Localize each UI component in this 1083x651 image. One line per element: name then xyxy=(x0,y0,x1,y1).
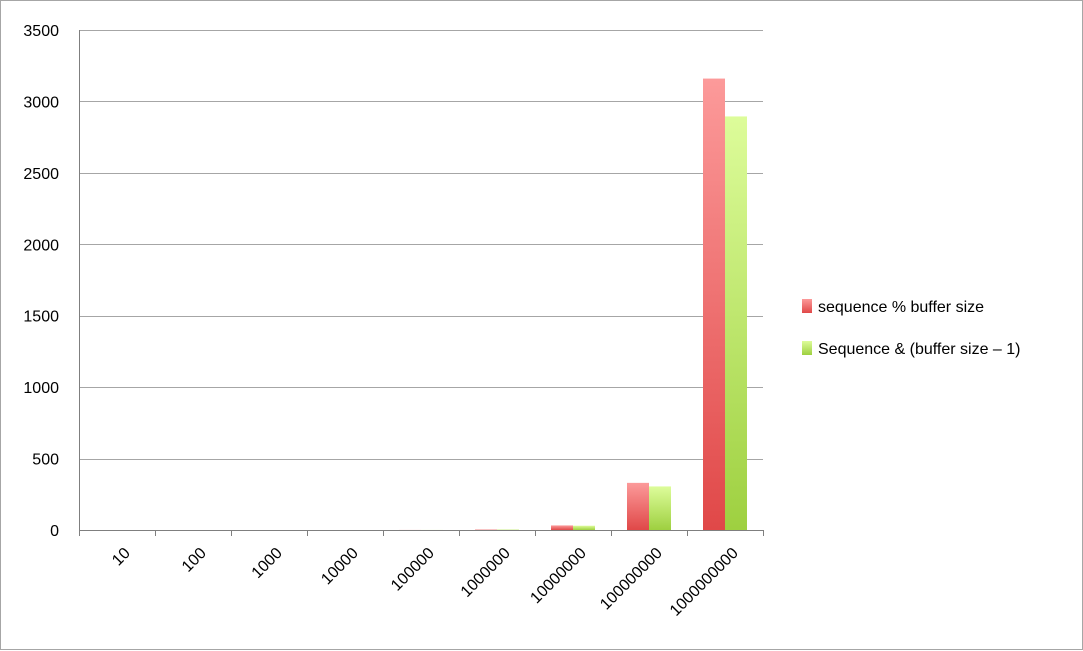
bar-bitwise-and-1000000000 xyxy=(725,116,747,530)
y-tick-label: 1500 xyxy=(23,309,59,326)
legend-swatch xyxy=(802,341,812,355)
x-tick-label: 10000 xyxy=(318,545,362,589)
x-tick-label: 1000000000 xyxy=(667,545,742,620)
legend-swatch xyxy=(802,299,812,313)
bar-modulo-100000000 xyxy=(627,483,649,530)
y-tick-label: 500 xyxy=(32,452,59,469)
y-tick-label: 3000 xyxy=(23,94,59,111)
y-tick-label: 3500 xyxy=(23,23,59,40)
x-tick-label: 100000000 xyxy=(597,545,666,614)
x-tick-label: 100000 xyxy=(388,545,438,595)
axes xyxy=(79,30,764,536)
x-tick-label: 1000 xyxy=(249,545,286,582)
x-tick-label: 1000000 xyxy=(458,545,514,601)
y-tick-label: 0 xyxy=(50,523,59,540)
legend: sequence % buffer size Sequence & (buffer… xyxy=(802,299,1021,358)
x-tick-label: 100 xyxy=(179,545,210,576)
bar-bitwise-and-100000000 xyxy=(649,486,671,530)
bar-modulo-1000000000 xyxy=(703,79,725,530)
y-tick-label: 2500 xyxy=(23,166,59,183)
x-tick-label: 10 xyxy=(109,545,134,570)
legend-label: Sequence & (buffer size – 1) xyxy=(818,341,1021,358)
y-tick-label: 2000 xyxy=(23,237,59,254)
bar-bitwise-and-10000000 xyxy=(573,526,595,530)
bars xyxy=(399,79,747,530)
y-axis-tick-labels: 0 500 1000 1500 2000 2500 3000 3500 xyxy=(23,23,59,540)
legend-label: sequence % buffer size xyxy=(818,299,984,316)
bar-modulo-10000000 xyxy=(551,525,573,530)
x-tick-label: 10000000 xyxy=(527,545,589,607)
y-tick-label: 1000 xyxy=(23,380,59,397)
gridlines xyxy=(79,31,763,460)
